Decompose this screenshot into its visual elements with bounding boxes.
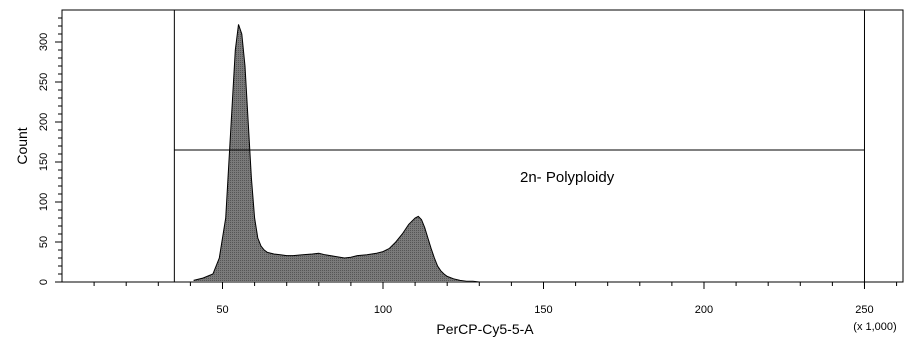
x-axis-multiplier: (x 1,000): [853, 321, 896, 333]
gate-label: 2n- Polyploidy: [520, 169, 615, 186]
x-axis-title: PerCP-Cy5-5-A: [436, 321, 534, 337]
x-tick-label: 250: [855, 304, 873, 316]
y-tick-label: 300: [38, 33, 50, 51]
y-tick-label: 50: [38, 236, 50, 248]
x-tick-label: 100: [374, 304, 392, 316]
histogram-outline: [193, 24, 480, 283]
y-tick-label: 250: [38, 73, 50, 91]
x-tick-label: 150: [534, 304, 552, 316]
y-tick-label: 100: [38, 193, 50, 211]
y-axis: 0 50 100 150 200 250 300: [38, 17, 62, 285]
histogram-area: [193, 24, 480, 283]
y-axis-title: Count: [14, 127, 30, 164]
y-tick-label: 0: [38, 279, 50, 285]
x-tick-label: 200: [695, 304, 713, 316]
y-tick-label: 200: [38, 113, 50, 131]
y-tick-label: 150: [38, 153, 50, 171]
x-axis: 50 100 150 200 250: [93, 282, 898, 316]
plot-frame: [61, 9, 904, 283]
x-tick-label: 50: [216, 304, 228, 316]
gate-2n-polyploidy[interactable]: [173, 10, 865, 282]
